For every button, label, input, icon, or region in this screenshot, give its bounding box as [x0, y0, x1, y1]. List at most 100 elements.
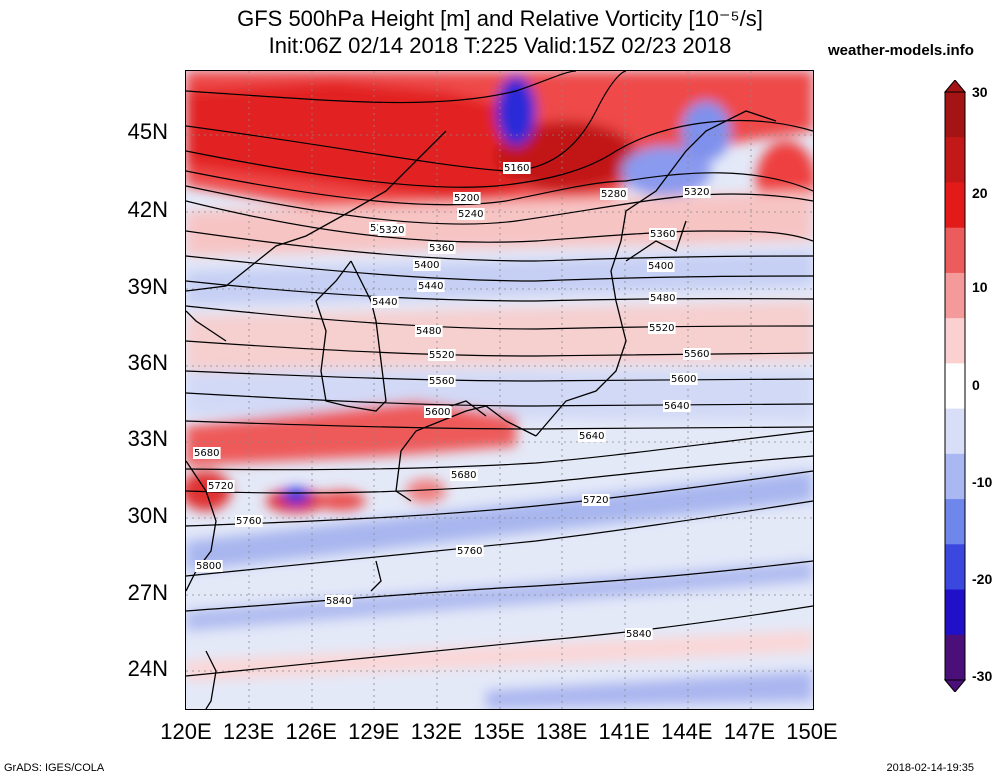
map-plot-area: 5160520052405280528053205320536053605400…: [185, 70, 814, 710]
colorbar-segment: [945, 318, 965, 364]
lon-label: 129E: [348, 719, 400, 744]
lat-label: 24N: [127, 656, 168, 681]
height-contours: [186, 71, 813, 677]
contour-label: 5560: [684, 349, 709, 360]
colorbar-segment: [945, 92, 965, 138]
lat-label: 39N: [127, 274, 168, 299]
contour-label-box: [415, 325, 443, 337]
map-svg: 5160520052405280528053205320536053605400…: [186, 71, 813, 709]
contour-label-box: [428, 242, 456, 254]
lat-label: 30N: [127, 503, 168, 528]
coastlines: [186, 110, 777, 709]
contour-label: 5200: [454, 193, 479, 204]
colorbar-segment: [945, 408, 965, 455]
contour-label-box: [413, 259, 441, 271]
contour-label: 5720: [208, 481, 233, 492]
contour-label-box: [600, 188, 628, 200]
contour-label-box: [670, 373, 698, 385]
contour-label-box: [193, 447, 221, 459]
colorbar-tick-label: 10: [972, 279, 988, 295]
contour-label-box: [663, 400, 691, 412]
contour-label-box: [371, 296, 399, 308]
contour-label: 5280: [601, 189, 626, 200]
site-watermark: weather-models.info: [828, 42, 974, 59]
lon-label: 123E: [222, 719, 275, 744]
colorbar-segment: [945, 272, 965, 319]
contour-label: 5480: [650, 293, 675, 304]
contour-label-box: [625, 628, 653, 640]
contour-label-box: [325, 595, 353, 607]
lon-label: 141E: [598, 719, 650, 744]
colorbar-segment: [945, 589, 965, 636]
lat-label: 36N: [127, 350, 168, 375]
colorbar-segment: [945, 137, 965, 183]
contour-label-box: [378, 224, 406, 236]
contour-label: 5440: [418, 281, 443, 292]
colorbar-tick-label: -30: [972, 668, 993, 684]
contour-label: 5160: [504, 163, 529, 174]
contour-label-box: [424, 406, 452, 418]
contour-label-box: [578, 430, 606, 442]
footer-timestamp: 2018-02-14-19:35: [886, 762, 974, 774]
contour-label: 5720: [583, 495, 608, 506]
contour-label: 5600: [671, 374, 696, 385]
contour-label-box: [647, 260, 675, 272]
contour-label-box: [450, 469, 478, 481]
contour-label: 5240: [458, 209, 483, 220]
contour-label: 5560: [429, 376, 454, 387]
contour-label: 5320: [684, 187, 709, 198]
contour-labels: 5160520052405280528053205320536053605400…: [193, 162, 711, 640]
colorbar-segment: [945, 544, 965, 591]
colorbar-segment: [945, 499, 965, 545]
contour-label-box: [683, 186, 711, 198]
colorbar-segment: [945, 363, 965, 410]
contour-label-box: [428, 349, 456, 361]
colorbar-segment: [945, 227, 965, 274]
contour-label-box: [207, 480, 235, 492]
contour-label-box: [456, 545, 484, 557]
contour-label-box: [235, 515, 263, 527]
contour-label: 5760: [236, 516, 261, 527]
colorbar-segment: [945, 182, 965, 229]
contour-label: 5680: [451, 470, 476, 481]
contour-label: 5400: [414, 260, 439, 271]
contour-label-box: [582, 494, 610, 506]
lon-label: 135E: [473, 719, 525, 744]
contour-label-box: [428, 375, 456, 387]
contour-label-box: [195, 560, 223, 572]
lon-label: 120E: [160, 719, 212, 744]
lon-label: 147E: [723, 719, 776, 744]
contour-label: 5640: [664, 401, 689, 412]
contour-label: 5520: [429, 350, 454, 361]
colorbar-segment: [945, 634, 965, 681]
contour-label: 5400: [648, 261, 673, 272]
contour-label: 5440: [372, 297, 397, 308]
contour-label: 5800: [196, 561, 221, 572]
contour-label: 5840: [326, 596, 351, 607]
contour-label: 5640: [579, 431, 604, 442]
contour-label-box: [417, 280, 445, 292]
contour-label-box: [683, 348, 711, 360]
contour-label-box: [503, 162, 531, 174]
lon-label: 144E: [661, 719, 713, 744]
contour-label: 5360: [650, 229, 675, 240]
contour-label-box: [457, 208, 485, 220]
contour-label: 5680: [194, 448, 219, 459]
lat-label: 45N: [127, 119, 168, 144]
colorbar: [943, 80, 967, 692]
colorbar-tick-label: 30: [972, 84, 988, 100]
contour-label: 5600: [425, 407, 450, 418]
chart-subtitle: Init:06Z 02/14 2018 T:225 Valid:15Z 02/2…: [268, 33, 732, 58]
lat-label: 27N: [127, 580, 168, 605]
lat-label: 42N: [127, 197, 168, 222]
lon-label: 132E: [410, 719, 463, 744]
contour-label: 5320: [379, 225, 404, 236]
colorbar-tick-label: -20: [972, 571, 993, 587]
lon-label: 126E: [285, 719, 337, 744]
contour-label: 5360: [429, 243, 454, 254]
colorbar-tick-label: -10: [972, 474, 993, 490]
contour-label-box: [453, 192, 481, 204]
contour-label: 5480: [416, 326, 441, 337]
colorbar-segment: [945, 453, 965, 500]
footer-credit: GrADS: IGES/COLA: [4, 762, 105, 774]
